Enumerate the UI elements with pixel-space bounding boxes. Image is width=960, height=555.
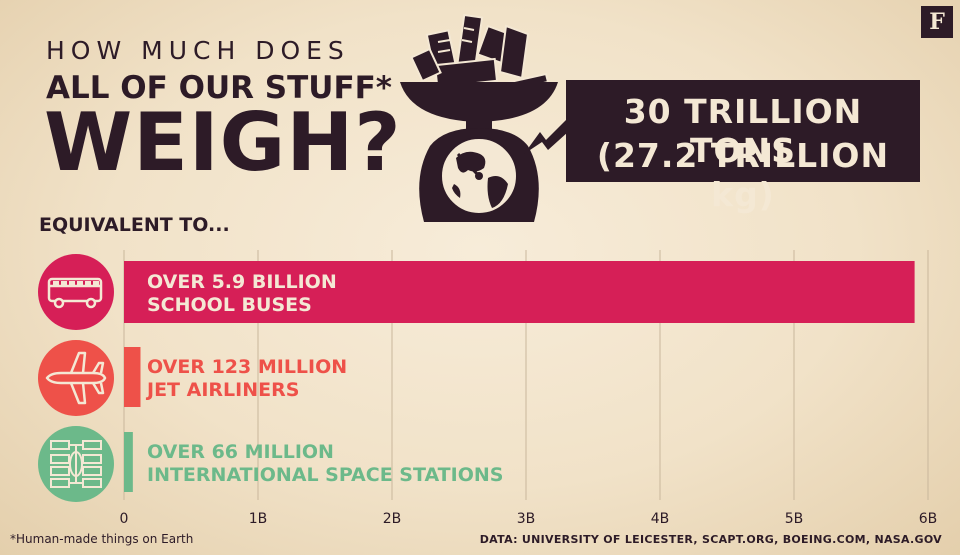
x-tick-label: 5B	[785, 511, 804, 527]
jet-airliner-icon	[38, 340, 114, 416]
callout-pointer	[524, 118, 568, 154]
title-line-1: HOW MUCH DOES	[46, 36, 350, 65]
bar	[124, 347, 141, 407]
x-tick-label: 1B	[249, 511, 268, 527]
x-tick-label: 3B	[517, 511, 536, 527]
scale-icon	[400, 13, 558, 222]
x-tick-label: 2B	[383, 511, 402, 527]
x-tick-label: 4B	[651, 511, 670, 527]
school-bus-icon	[38, 254, 114, 330]
data-source: DATA: UNIVERSITY OF LEICESTER, SCAPT.ORG…	[479, 533, 942, 546]
bar-label: SCHOOL BUSES	[147, 294, 312, 316]
bar	[124, 261, 915, 323]
section-label: EQUIVALENT TO...	[39, 214, 230, 236]
x-tick-label: 6B	[919, 511, 938, 527]
x-tick-label: 0	[120, 511, 129, 527]
footnote: *Human-made things on Earth	[10, 532, 194, 546]
total-weight-box: 30 TRILLION TONS (27.2 TRILLION kg)	[566, 80, 920, 214]
bar-label: OVER 5.9 BILLION	[147, 271, 337, 293]
total-weight-tons: 30 TRILLION TONS	[623, 92, 863, 170]
title-line-2: ALL OF OUR STUFF*	[46, 70, 393, 106]
bar	[124, 432, 133, 492]
globe-icon	[440, 137, 518, 215]
bar-label: JET AIRLINERS	[145, 379, 299, 401]
bar-label: OVER 66 MILLION	[147, 441, 334, 463]
bar-label: INTERNATIONAL SPACE STATIONS	[147, 464, 503, 486]
title-line-3: WEIGH?	[44, 96, 402, 189]
brand-logo: F	[921, 6, 953, 38]
bar-label: OVER 123 MILLION	[147, 356, 347, 378]
space-station-icon	[38, 426, 114, 502]
total-weight-kg: (27.2 TRILLION kg)	[596, 136, 890, 214]
